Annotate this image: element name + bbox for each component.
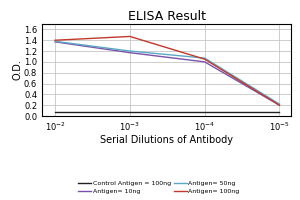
Line: Antigen= 50ng: Antigen= 50ng [55,41,279,104]
X-axis label: Serial Dilutions of Antibody: Serial Dilutions of Antibody [100,135,233,145]
Antigen= 50ng [278,103,281,105]
Antigen= 100ng [53,39,57,41]
Y-axis label: O.D.: O.D. [13,60,22,80]
Antigen= 10ng [128,51,132,54]
Antigen= 10ng [203,61,206,63]
Control Antigen = 100ng [278,111,281,113]
Legend: Control Antigen = 100ng, Antigen= 10ng, Antigen= 50ng, Antigen= 100ng: Control Antigen = 100ng, Antigen= 10ng, … [76,178,242,197]
Line: Antigen= 10ng: Antigen= 10ng [55,42,279,105]
Antigen= 10ng [278,104,281,106]
Control Antigen = 100ng [128,111,132,113]
Antigen= 50ng [128,50,132,52]
Antigen= 100ng [278,104,281,106]
Line: Antigen= 100ng: Antigen= 100ng [55,36,279,105]
Antigen= 50ng [53,40,57,43]
Control Antigen = 100ng [53,111,57,113]
Antigen= 50ng [203,57,206,59]
Control Antigen = 100ng [203,111,206,113]
Antigen= 100ng [203,58,206,60]
Title: ELISA Result: ELISA Result [128,10,206,23]
Antigen= 100ng [128,35,132,38]
Antigen= 10ng [53,41,57,43]
